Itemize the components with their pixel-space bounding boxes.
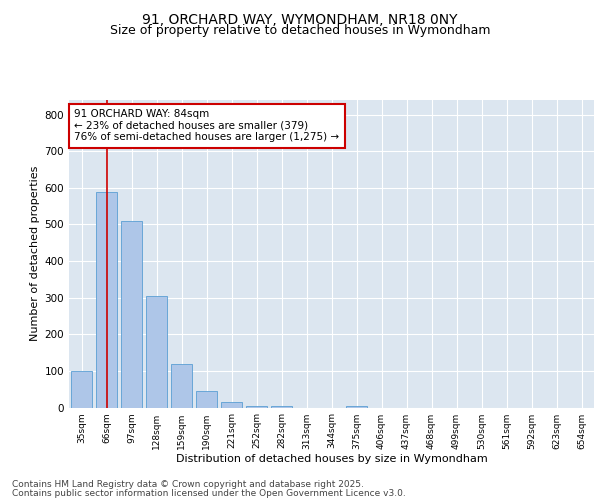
Text: Size of property relative to detached houses in Wymondham: Size of property relative to detached ho… bbox=[110, 24, 490, 37]
Bar bbox=[71, 371, 92, 408]
Bar bbox=[221, 402, 242, 407]
Bar bbox=[171, 364, 192, 408]
Bar bbox=[271, 406, 292, 407]
Bar bbox=[196, 391, 217, 407]
Text: 91 ORCHARD WAY: 84sqm
← 23% of detached houses are smaller (379)
76% of semi-det: 91 ORCHARD WAY: 84sqm ← 23% of detached … bbox=[74, 109, 340, 142]
Bar bbox=[121, 221, 142, 408]
Text: 91, ORCHARD WAY, WYMONDHAM, NR18 0NY: 91, ORCHARD WAY, WYMONDHAM, NR18 0NY bbox=[142, 12, 458, 26]
Bar bbox=[146, 296, 167, 408]
Bar bbox=[346, 406, 367, 407]
Text: Contains public sector information licensed under the Open Government Licence v3: Contains public sector information licen… bbox=[12, 488, 406, 498]
Bar bbox=[246, 406, 267, 407]
Bar bbox=[96, 192, 117, 408]
Y-axis label: Number of detached properties: Number of detached properties bbox=[31, 166, 40, 342]
X-axis label: Distribution of detached houses by size in Wymondham: Distribution of detached houses by size … bbox=[176, 454, 487, 464]
Text: Contains HM Land Registry data © Crown copyright and database right 2025.: Contains HM Land Registry data © Crown c… bbox=[12, 480, 364, 489]
